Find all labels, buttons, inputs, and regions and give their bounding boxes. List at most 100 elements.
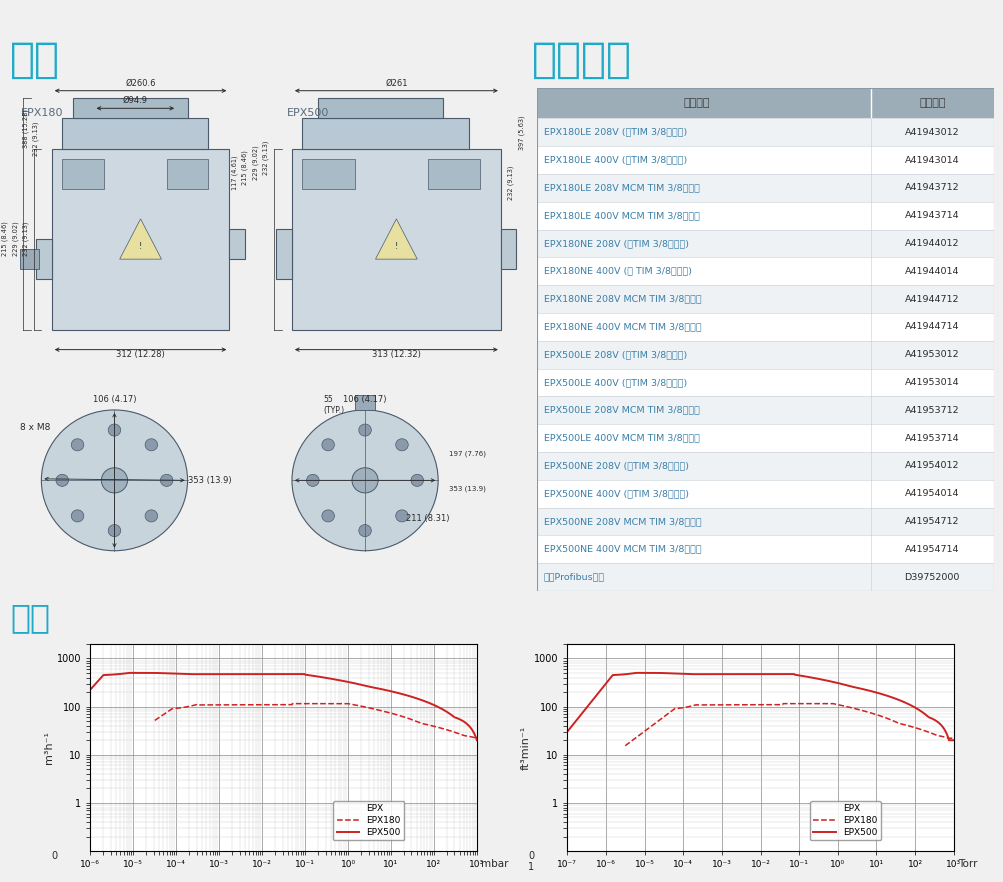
Polygon shape	[375, 219, 417, 259]
Text: EPX180NE 208V (无TIM 3/8水接头): EPX180NE 208V (无TIM 3/8水接头)	[544, 239, 688, 248]
Text: EPX180NE 400V MCM TIM 3/8水接头: EPX180NE 400V MCM TIM 3/8水接头	[544, 322, 701, 332]
Circle shape	[352, 467, 378, 493]
Bar	[537, 535, 993, 563]
Text: A41944714: A41944714	[904, 322, 959, 332]
Text: mbar: mbar	[480, 859, 508, 870]
Bar	[292, 148, 500, 330]
Text: 8 x M8: 8 x M8	[20, 423, 51, 432]
Text: 215 (8.46): 215 (8.46)	[2, 221, 8, 257]
Bar	[537, 396, 993, 424]
Bar	[302, 159, 354, 189]
Circle shape	[410, 475, 423, 486]
Bar	[72, 98, 188, 118]
Text: 313 (12.32): 313 (12.32)	[371, 350, 420, 359]
Text: D39752000: D39752000	[904, 572, 959, 581]
Circle shape	[395, 438, 408, 451]
Text: 229 (9.02): 229 (9.02)	[12, 221, 18, 257]
Circle shape	[71, 510, 83, 522]
Bar	[36, 239, 52, 280]
Bar	[537, 507, 993, 535]
Text: A41954714: A41954714	[904, 545, 959, 554]
Text: A41943714: A41943714	[904, 211, 959, 220]
Bar	[354, 395, 375, 410]
Bar	[20, 249, 39, 269]
Text: 211 (8.31): 211 (8.31)	[405, 513, 449, 522]
Text: A41954012: A41954012	[904, 461, 959, 470]
Text: Ø261: Ø261	[385, 78, 407, 87]
Text: EPX180LE 400V MCM TIM 3/8水接头: EPX180LE 400V MCM TIM 3/8水接头	[544, 211, 699, 220]
Text: 55
(TYP.): 55 (TYP.)	[323, 395, 344, 415]
Bar	[302, 118, 469, 148]
Text: 性能: 性能	[10, 601, 50, 634]
Bar	[537, 146, 993, 174]
Bar	[62, 159, 104, 189]
Circle shape	[108, 424, 120, 436]
Text: 197 (7.76): 197 (7.76)	[448, 450, 485, 457]
Text: 229 (9.02): 229 (9.02)	[252, 146, 259, 180]
Text: EPX180LE 208V (无TIM 3/8水接头): EPX180LE 208V (无TIM 3/8水接头)	[544, 128, 687, 137]
Circle shape	[292, 410, 437, 550]
Text: 312 (12.28): 312 (12.28)	[116, 350, 164, 359]
Text: 1: 1	[528, 862, 534, 871]
Text: EPX500NE 400V (无TIM 3/8水接头): EPX500NE 400V (无TIM 3/8水接头)	[544, 490, 688, 498]
Text: A41943014: A41943014	[904, 155, 959, 165]
Circle shape	[322, 438, 334, 451]
Text: EPX180: EPX180	[20, 108, 63, 118]
Text: 0: 0	[528, 851, 534, 862]
Bar	[537, 229, 993, 258]
Text: A41944014: A41944014	[904, 266, 959, 276]
Text: EPX180NE 208V MCM TIM 3/8水接头: EPX180NE 208V MCM TIM 3/8水接头	[544, 295, 701, 303]
Text: Ø94.9: Ø94.9	[122, 96, 147, 105]
Bar	[427, 159, 479, 189]
Text: 215 (8.46): 215 (8.46)	[242, 150, 248, 185]
Text: EPX500LE 400V (无TIM 3/8水接头): EPX500LE 400V (无TIM 3/8水接头)	[544, 378, 687, 387]
Text: 106 (4.17): 106 (4.17)	[343, 395, 386, 405]
Bar	[52, 148, 229, 330]
Text: 订购信息: 订购信息	[532, 39, 632, 81]
Text: !: !	[138, 242, 142, 251]
Text: A41943012: A41943012	[904, 128, 959, 137]
Text: A41943712: A41943712	[904, 183, 959, 192]
Circle shape	[101, 467, 127, 493]
Bar	[537, 313, 993, 340]
Circle shape	[145, 438, 157, 451]
Text: 干泵Profibus模块: 干泵Profibus模块	[544, 572, 605, 581]
Bar	[537, 285, 993, 313]
Text: EPX180NE 400V (无 TIM 3/8水接头): EPX180NE 400V (无 TIM 3/8水接头)	[544, 266, 691, 276]
Text: 353 (13.9): 353 (13.9)	[448, 485, 485, 492]
Text: A41953014: A41953014	[904, 378, 959, 387]
Bar	[537, 88, 993, 118]
Bar	[537, 174, 993, 202]
Circle shape	[395, 510, 408, 522]
Text: 产品说明: 产品说明	[683, 98, 709, 108]
Bar	[537, 118, 993, 146]
Bar	[537, 258, 993, 285]
Text: EPX500: EPX500	[287, 108, 329, 118]
Text: A41954712: A41954712	[904, 517, 959, 526]
Y-axis label: m³h⁻¹: m³h⁻¹	[44, 731, 54, 764]
Text: 232 (9.13): 232 (9.13)	[22, 221, 29, 257]
Legend: EPX, EPX180, EPX500: EPX, EPX180, EPX500	[333, 801, 404, 841]
Bar	[537, 202, 993, 229]
Circle shape	[322, 510, 334, 522]
Text: EPX500LE 208V (无TIM 3/8水接头): EPX500LE 208V (无TIM 3/8水接头)	[544, 350, 687, 359]
Text: 397 (5.63): 397 (5.63)	[518, 116, 525, 150]
Bar	[537, 424, 993, 452]
Text: A41953712: A41953712	[904, 406, 959, 415]
Bar	[537, 369, 993, 396]
Circle shape	[108, 525, 120, 536]
Text: Ø260.6: Ø260.6	[125, 78, 155, 87]
Text: EPX500LE 400V MCM TIM 3/8水接头: EPX500LE 400V MCM TIM 3/8水接头	[544, 434, 699, 443]
Text: A41944712: A41944712	[904, 295, 959, 303]
Text: 353 (13.9): 353 (13.9)	[188, 475, 231, 485]
Text: A41954014: A41954014	[904, 490, 959, 498]
Text: EPX500NE 208V (无TIM 3/8水接头): EPX500NE 208V (无TIM 3/8水接头)	[544, 461, 688, 470]
Circle shape	[41, 410, 188, 550]
Y-axis label: ft³min⁻¹: ft³min⁻¹	[521, 725, 531, 770]
Text: A41944012: A41944012	[904, 239, 959, 248]
Text: A41953714: A41953714	[904, 434, 959, 443]
Text: EPX180LE 400V (无TIM 3/8水接头): EPX180LE 400V (无TIM 3/8水接头)	[544, 155, 687, 165]
Bar	[166, 159, 209, 189]
Bar	[62, 118, 209, 148]
Legend: EPX, EPX180, EPX500: EPX, EPX180, EPX500	[809, 801, 881, 841]
